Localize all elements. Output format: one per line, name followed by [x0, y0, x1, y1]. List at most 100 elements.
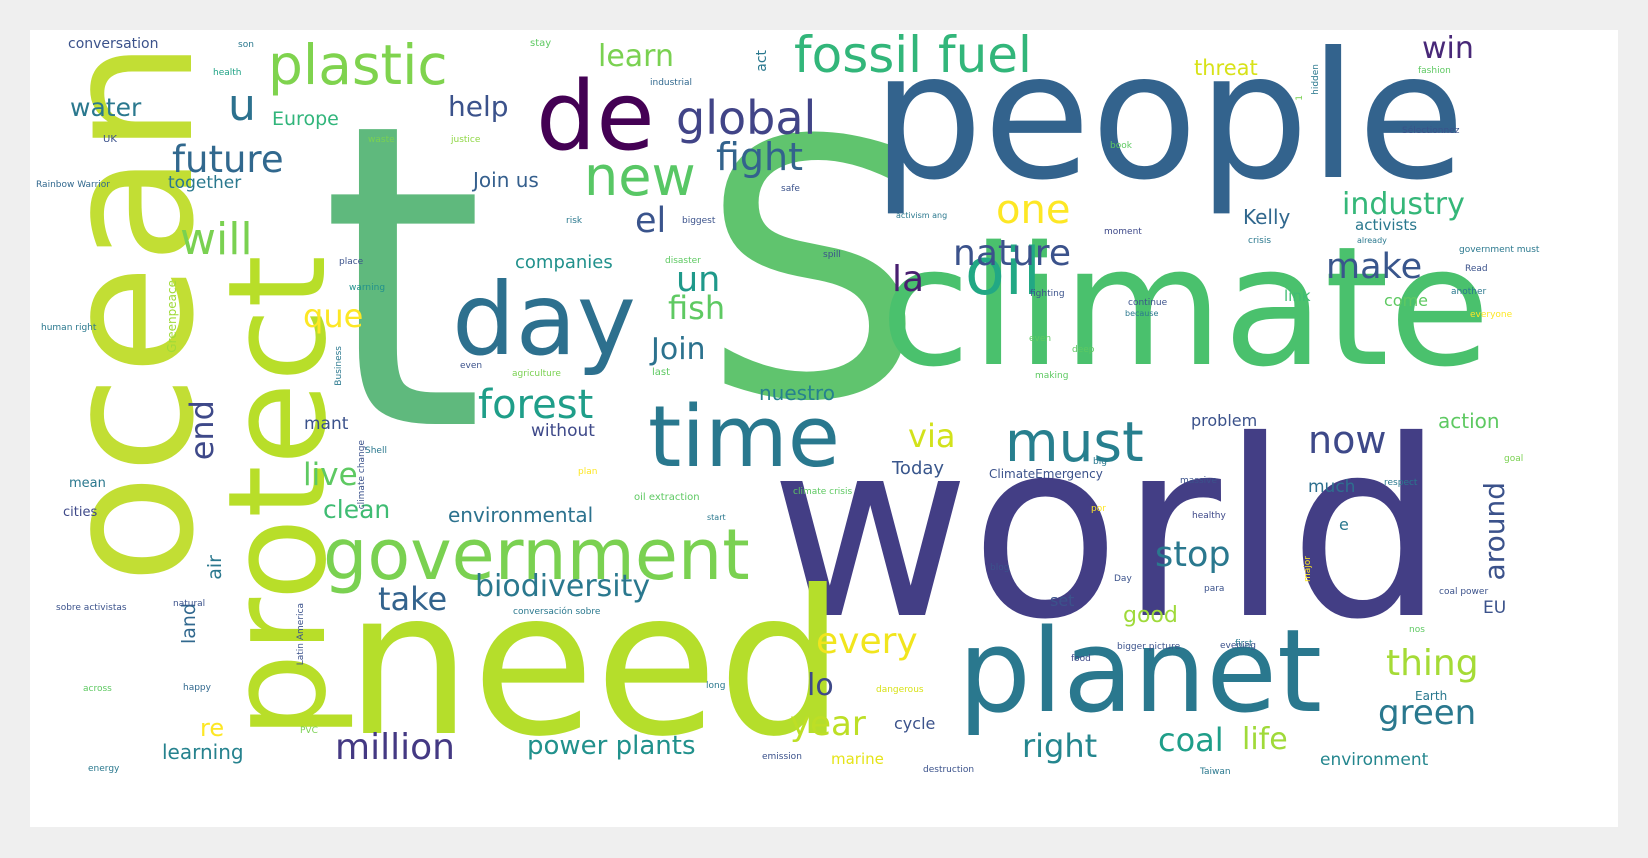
- word-goal: goal: [1504, 454, 1524, 464]
- word-forest: forest: [478, 382, 594, 428]
- word-disaster: disaster: [665, 256, 701, 266]
- word-place: place: [339, 257, 364, 267]
- word-another: another: [1451, 287, 1487, 297]
- word-climateemergency: ClimateEmergency: [989, 467, 1103, 481]
- word-industry: industry: [1342, 187, 1465, 222]
- word-activists: activists: [1355, 216, 1418, 234]
- word-planet: planet: [958, 605, 1323, 739]
- word-government: government: [323, 514, 750, 596]
- word-food: food: [1071, 654, 1091, 664]
- word-natural: natural: [173, 599, 206, 609]
- word-will: will: [180, 214, 253, 265]
- word-last: last: [652, 367, 671, 378]
- word-life: life: [1242, 722, 1288, 757]
- word-need: need: [345, 548, 845, 781]
- word-take: take: [378, 580, 448, 618]
- word-health: health: [213, 68, 242, 78]
- word-spill: spill: [823, 250, 841, 260]
- word-even: even: [460, 361, 483, 371]
- word-hidden: hidden: [1311, 64, 1321, 95]
- word-justice: justice: [451, 135, 481, 145]
- word-already: already: [1357, 236, 1387, 245]
- word-coal: coal: [1158, 721, 1224, 759]
- word-companies: companies: [515, 252, 613, 273]
- word-t: t: [320, 35, 485, 524]
- word-fashion: fashion: [1418, 66, 1451, 76]
- word-clean: clean: [323, 495, 391, 524]
- word-now: now: [1308, 418, 1387, 462]
- word-evening: evening: [1220, 641, 1257, 651]
- word-eu: EU: [1483, 598, 1507, 618]
- word-climate-crisis: climate crisis: [793, 487, 853, 497]
- word-everyone: everyone: [1470, 310, 1513, 320]
- word-across: across: [83, 684, 112, 694]
- word-moment: moment: [1104, 227, 1142, 237]
- word-set: set: [1050, 591, 1075, 610]
- word-e: e: [1339, 515, 1349, 534]
- word-mean: mean: [69, 476, 106, 491]
- word-oil: oil: [965, 235, 1041, 310]
- word-threat: threat: [1194, 56, 1258, 80]
- word-much: much: [1308, 477, 1356, 497]
- word-plan: plan: [578, 467, 598, 477]
- word-la: la: [892, 259, 925, 300]
- word-world: world: [770, 388, 1445, 673]
- word-lo: lo: [807, 668, 834, 703]
- word-even: even: [1029, 334, 1052, 344]
- word-por: por: [1091, 504, 1106, 514]
- word-shell: Shell: [365, 446, 387, 456]
- word-son: son: [238, 40, 254, 50]
- word-energy: energy: [88, 764, 120, 774]
- word-via: via: [908, 417, 956, 455]
- word-biggest: biggest: [682, 216, 716, 226]
- word-activism-ang: activism ang: [896, 211, 948, 220]
- word-kelly: Kelly: [1243, 205, 1291, 229]
- word-link: link: [1284, 287, 1311, 305]
- word-stay: stay: [530, 38, 552, 49]
- word-human-right: human right: [41, 323, 97, 333]
- word-risk: risk: [566, 216, 583, 226]
- word-deep: deep: [1072, 345, 1095, 355]
- word-fish: fish: [668, 289, 726, 327]
- word-win: win: [1422, 31, 1474, 66]
- word-air: air: [204, 555, 226, 580]
- word-problem: problem: [1191, 411, 1258, 430]
- word-first: first: [1235, 639, 1253, 649]
- word-one: one: [996, 187, 1071, 233]
- word-join-us: Join us: [473, 168, 539, 192]
- word-el: el: [635, 201, 667, 241]
- word-day: day: [452, 261, 636, 378]
- word-must: must: [1005, 410, 1144, 474]
- word-plastic: plastic: [268, 33, 448, 97]
- word-biodiversity: biodiversity: [475, 569, 651, 604]
- word-people: people: [872, 30, 1466, 219]
- word-greenpeace: Greenpeace: [165, 280, 179, 353]
- word-respect: respect: [1384, 478, 1418, 488]
- word-long: long: [706, 681, 726, 691]
- word-destruction: destruction: [923, 765, 975, 775]
- word-rainbow-warrior: Rainbow Warrior: [36, 180, 111, 190]
- word-stop: stop: [1155, 535, 1231, 575]
- word-earth: Earth: [1415, 689, 1448, 703]
- word-future: future: [172, 138, 284, 181]
- word-emission: emission: [762, 752, 802, 762]
- word-healthy: healthy: [1192, 511, 1226, 521]
- word-right: right: [1022, 727, 1098, 765]
- word-green: green: [1378, 693, 1477, 733]
- word-major: major: [1303, 556, 1313, 582]
- word-crisis: crisis: [1248, 236, 1272, 246]
- word-europe: Europe: [272, 108, 339, 130]
- word-nuestro: nuestro: [759, 381, 835, 405]
- word-para: para: [1204, 584, 1225, 594]
- word-conversacion-sobre: conversación sobre: [513, 607, 601, 617]
- word-fight: fight: [716, 135, 804, 179]
- word-environment: environment: [1320, 750, 1429, 770]
- word-time: time: [648, 388, 841, 487]
- word-blog: blog: [990, 563, 1010, 573]
- word-fighting: fighting: [1030, 289, 1065, 299]
- word-without: without: [531, 421, 595, 441]
- word-government-must: government must: [1459, 245, 1540, 255]
- word-environmental: environmental: [448, 503, 594, 527]
- word-conversation: conversation: [68, 36, 159, 52]
- word-1: 1: [1295, 95, 1305, 101]
